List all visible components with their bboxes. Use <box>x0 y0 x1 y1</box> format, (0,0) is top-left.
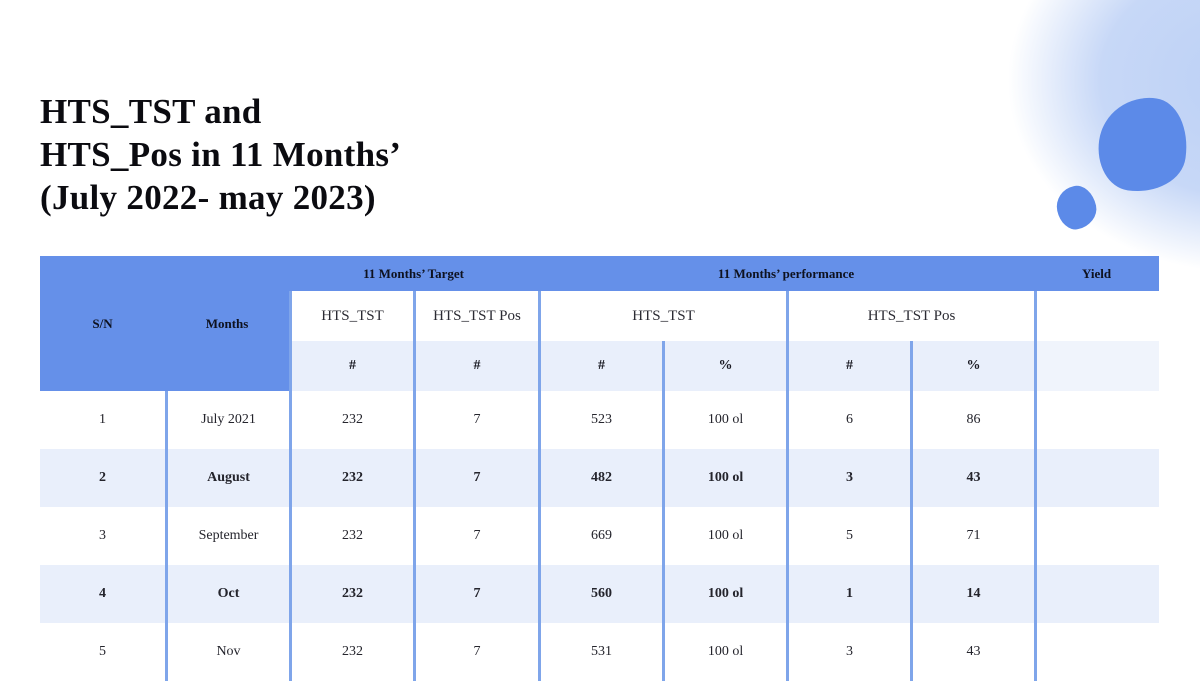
column-header-months: Months <box>165 256 289 391</box>
cell-perf-tst-percent: 100 ol <box>662 449 787 507</box>
cell-target-pos: 7 <box>413 391 539 449</box>
cell-perf-tst-percent: 100 ol <box>662 391 787 449</box>
subheader-perf-hts-tst: HTS_TST <box>538 291 787 341</box>
cell-perf-pos-percent: 14 <box>910 565 1035 623</box>
band-performance: 11 Months’ performance <box>538 256 1035 291</box>
cell-month: Nov <box>165 623 289 681</box>
table-row: 2 August 232 7 482 100 ol 3 43 <box>40 449 1160 507</box>
cell-perf-tst-count: 482 <box>538 449 663 507</box>
cell-perf-tst-count: 523 <box>538 391 663 449</box>
title-line-2: HTS_Pos in 11 Months’ <box>40 135 402 174</box>
cell-perf-pos-count: 5 <box>786 507 911 565</box>
cell-month: August <box>165 449 289 507</box>
subheader-target-hts-tst-pos: HTS_TST Pos <box>413 291 539 341</box>
cell-yield <box>1034 623 1160 681</box>
band-yield: Yield <box>1034 256 1160 291</box>
cell-yield <box>1034 391 1160 449</box>
cell-perf-pos-count: 1 <box>786 565 911 623</box>
cell-perf-tst-percent: 100 ol <box>662 565 787 623</box>
cell-yield <box>1034 507 1160 565</box>
subheader-perf-hts-tst-pos: HTS_TST Pos <box>786 291 1035 341</box>
months-performance-table: S/N Months 11 Months’ Target 11 Months’ … <box>40 256 1160 681</box>
table-row: 5 Nov 232 7 531 100 ol 3 43 <box>40 623 1160 681</box>
decor-blob-small <box>1052 182 1101 233</box>
cell-target-pos: 7 <box>413 565 539 623</box>
cell-perf-tst-percent: 100 ol <box>662 507 787 565</box>
unit-yield-spacer <box>1034 341 1160 391</box>
cell-perf-pos-percent: 86 <box>910 391 1035 449</box>
cell-sn: 5 <box>40 623 165 681</box>
unit-perf-tst-count: # <box>538 341 663 391</box>
cell-month: September <box>165 507 289 565</box>
cell-target-tst: 232 <box>289 391 413 449</box>
table-row: 4 Oct 232 7 560 100 ol 1 14 <box>40 565 1160 623</box>
cell-perf-tst-count: 531 <box>538 623 663 681</box>
cell-sn: 1 <box>40 391 165 449</box>
cell-target-tst: 232 <box>289 565 413 623</box>
cell-perf-pos-percent: 71 <box>910 507 1035 565</box>
cell-yield <box>1034 449 1160 507</box>
unit-perf-pos-percent: % <box>910 341 1035 391</box>
cell-perf-tst-count: 669 <box>538 507 663 565</box>
unit-perf-tst-percent: % <box>662 341 787 391</box>
subheader-target-hts-tst: HTS_TST <box>289 291 413 341</box>
cell-month: July 2021 <box>165 391 289 449</box>
unit-perf-pos-count: # <box>786 341 911 391</box>
header-subgroup-row: HTS_TST HTS_TST Pos HTS_TST HTS_TST Pos <box>40 291 1160 341</box>
cell-target-pos: 7 <box>413 507 539 565</box>
cell-perf-pos-count: 6 <box>786 391 911 449</box>
unit-target-tst-count: # <box>289 341 413 391</box>
cell-sn: 3 <box>40 507 165 565</box>
title-line-3: (July 2022- may 2023) <box>40 178 376 217</box>
cell-target-pos: 7 <box>413 449 539 507</box>
cell-perf-pos-percent: 43 <box>910 449 1035 507</box>
title-line-1: HTS_TST and <box>40 92 262 131</box>
table-row: 3 September 232 7 669 100 ol 5 71 <box>40 507 1160 565</box>
subheader-yield-spacer <box>1034 291 1160 341</box>
decor-blob-large <box>1092 91 1194 198</box>
page-title: HTS_TST and HTS_Pos in 11 Months’ (July … <box>40 90 401 219</box>
cell-yield <box>1034 565 1160 623</box>
band-target: 11 Months’ Target <box>289 256 539 291</box>
cell-target-tst: 232 <box>289 449 413 507</box>
cell-sn: 2 <box>40 449 165 507</box>
header-unit-row: # # # % # % <box>40 341 1160 391</box>
cell-perf-pos-percent: 43 <box>910 623 1035 681</box>
table-row: 1 July 2021 232 7 523 100 ol 6 86 <box>40 391 1160 449</box>
cell-sn: 4 <box>40 565 165 623</box>
cell-perf-tst-percent: 100 ol <box>662 623 787 681</box>
header-band-row: S/N Months 11 Months’ Target 11 Months’ … <box>40 256 1160 391</box>
cell-month: Oct <box>165 565 289 623</box>
unit-target-pos-count: # <box>413 341 539 391</box>
cell-perf-tst-count: 560 <box>538 565 663 623</box>
column-header-sn: S/N <box>40 256 165 391</box>
cell-perf-pos-count: 3 <box>786 449 911 507</box>
cell-target-tst: 232 <box>289 623 413 681</box>
cell-perf-pos-count: 3 <box>786 623 911 681</box>
cell-target-pos: 7 <box>413 623 539 681</box>
cell-target-tst: 232 <box>289 507 413 565</box>
